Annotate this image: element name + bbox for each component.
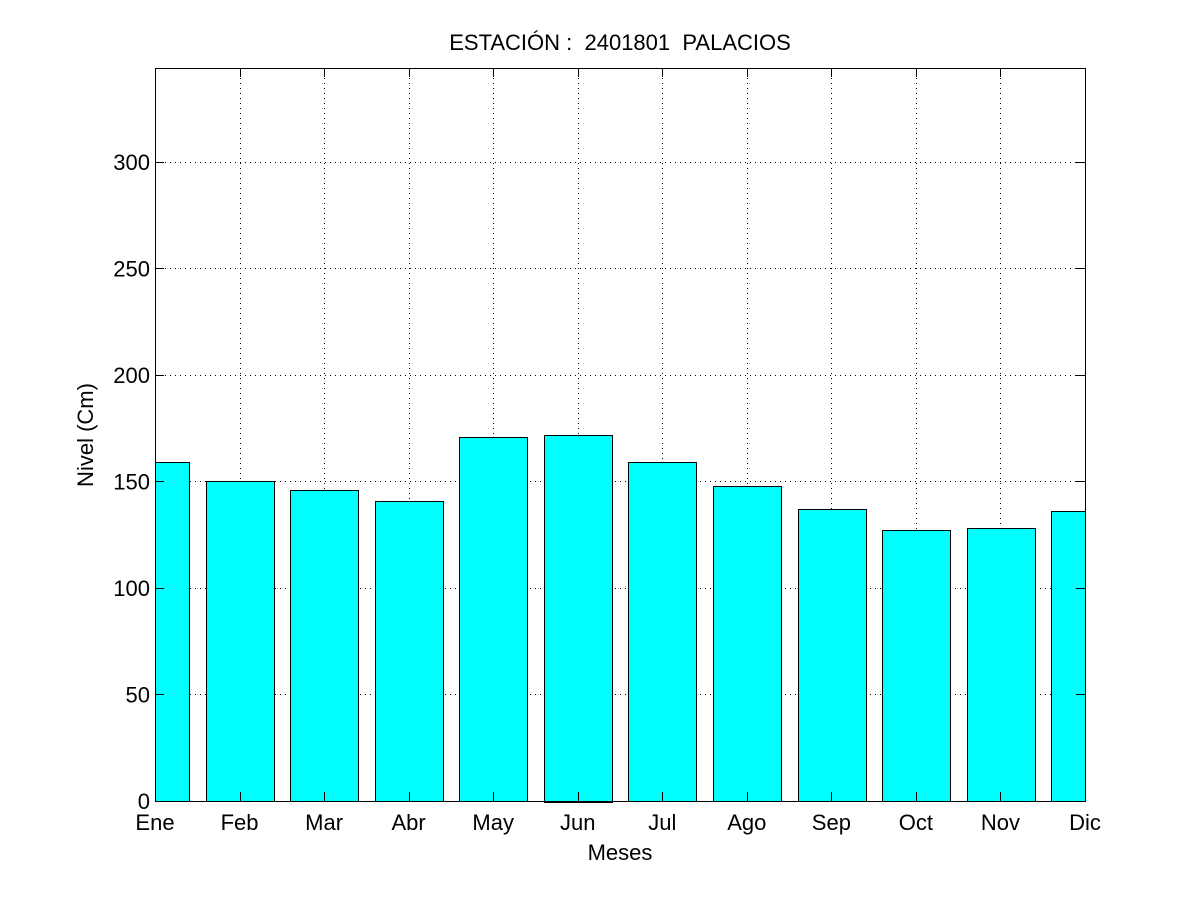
y-tick-labels: 0 50 100 150 200 250 300 xyxy=(113,150,150,814)
y-tick-label: 0 xyxy=(138,789,150,814)
y-tick-label: 100 xyxy=(113,576,150,601)
y-tick-label: 200 xyxy=(113,363,150,388)
axis-ticks xyxy=(155,68,1086,802)
y-tick-label: 300 xyxy=(113,150,150,175)
plot-frame xyxy=(155,68,1086,802)
y-tick-label: 150 xyxy=(113,469,150,494)
x-tick-label: Feb xyxy=(221,810,259,835)
x-tick-label: Jul xyxy=(648,810,676,835)
y-axis-label: Nivel (Cm) xyxy=(73,383,98,487)
x-tick-label: May xyxy=(472,810,514,835)
bar-jul xyxy=(628,462,697,802)
bar-nov xyxy=(967,528,1036,802)
x-tick-labels: Ene Feb Mar Abr May Jun Jul Ago Sep Oct Nov Dic xyxy=(135,810,1100,835)
bar-sep xyxy=(798,509,867,802)
x-tick-label: Nov xyxy=(981,810,1020,835)
x-tick-label: Oct xyxy=(899,810,933,835)
bar-abr xyxy=(375,501,444,802)
y-tick-label: 50 xyxy=(126,682,150,707)
bar-ago xyxy=(713,486,782,802)
x-tick-label: Mar xyxy=(305,810,343,835)
bar-jun xyxy=(544,435,613,803)
x-tick-label: Dic xyxy=(1069,810,1101,835)
x-tick-label: Sep xyxy=(812,810,851,835)
bar-mar xyxy=(290,490,359,802)
bar-feb xyxy=(206,481,275,802)
bar-oct xyxy=(882,530,951,802)
bar-may xyxy=(459,437,528,802)
bars xyxy=(155,435,1086,803)
x-tick-label: Ago xyxy=(727,810,766,835)
y-tick-label: 250 xyxy=(113,256,150,281)
bar-dic xyxy=(1051,511,1086,802)
x-axis-label: Meses xyxy=(588,840,653,865)
x-tick-label: Ene xyxy=(135,810,174,835)
x-tick-label: Jun xyxy=(560,810,595,835)
bar-ene xyxy=(155,462,190,802)
x-tick-label: Abr xyxy=(392,810,426,835)
chart-title: ESTACIÓN : 2401801 PALACIOS xyxy=(449,30,791,55)
